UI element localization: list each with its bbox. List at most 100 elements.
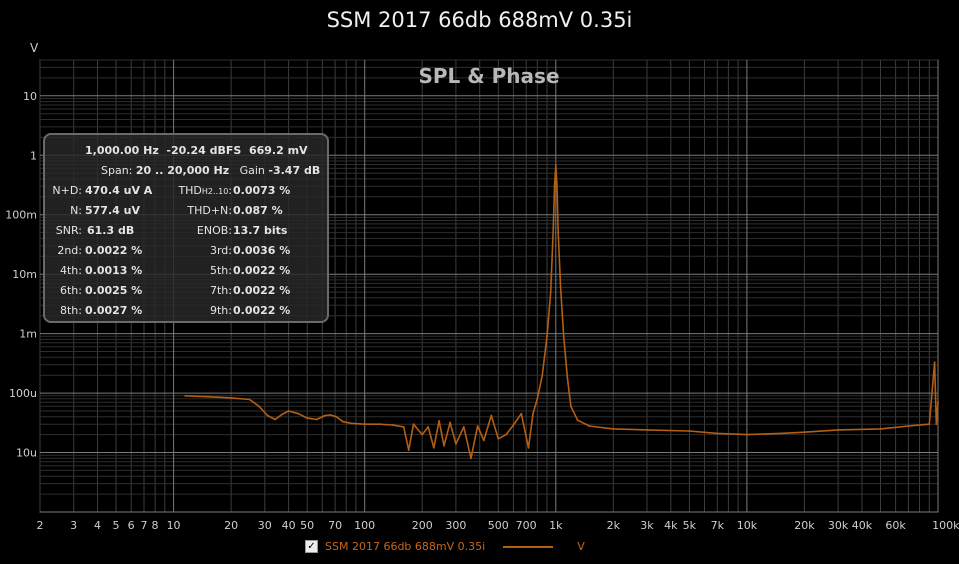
span-gain-row: Span: 20 .. 20,000 Hz Gain -3.47 dB (101, 164, 320, 177)
data-point (449, 421, 451, 424)
data-point (455, 443, 457, 445)
data-point (248, 398, 251, 401)
data-point (562, 335, 565, 338)
enob-label: ENOB: (196, 224, 232, 237)
data-point (803, 431, 806, 434)
thdn-label: THD+N: (187, 204, 232, 217)
data-point (541, 374, 544, 377)
x-tick-label: 700 (516, 519, 537, 532)
gain-value: -3.47 dB (268, 164, 321, 177)
h2-label: 2nd: (57, 244, 82, 257)
h3-label: 3rd: (209, 244, 232, 257)
data-point (576, 419, 579, 422)
data-point (536, 397, 539, 400)
enob-value: 13.7 bits (233, 224, 288, 237)
h4-value: 0.0013 % (85, 264, 143, 277)
span-value: 20 .. 20,000 Hz (135, 164, 230, 177)
y-tick-label: 100u (9, 387, 37, 400)
x-tick-label: 100kkHz (932, 519, 959, 532)
data-point (476, 425, 479, 427)
nd-label: N+D: (52, 184, 82, 197)
data-point (937, 401, 939, 404)
h9-value: 0.0022 % (233, 304, 291, 317)
data-point (432, 446, 435, 449)
data-point (462, 426, 465, 428)
measurement-panel[interactable]: 1,000.00 Hz -20.24 dBFS 669.2 mV Span: 2… (43, 133, 329, 323)
x-tick-label: 2 (37, 519, 44, 532)
data-point (391, 424, 394, 426)
data-point (407, 449, 410, 451)
h9-label: 9th: (210, 304, 232, 317)
snr-value: 61.3 dB (87, 224, 135, 237)
data-point (554, 164, 557, 167)
x-tick-label: 30 (258, 519, 272, 532)
measurement-header: 1,000.00 Hz -20.24 dBFS 669.2 mV (85, 144, 308, 157)
data-point (646, 429, 648, 431)
noise-value: 577.4 uV (85, 204, 140, 217)
thd-label-text: THD (178, 184, 202, 197)
data-point (497, 437, 500, 440)
data-point (258, 405, 260, 408)
data-point (907, 425, 910, 427)
series-visibility-checkbox[interactable]: ✓ (305, 540, 318, 553)
x-tick-label: 10k (737, 519, 758, 532)
legend-series-unit: V (577, 540, 585, 553)
h2-value: 0.0022 % (85, 244, 143, 257)
thd-label-colon: : (228, 184, 232, 197)
x-tick-label: 30k (828, 519, 849, 532)
fundamental-voltage: 669.2 mV (248, 144, 308, 157)
x-tick-label: 1k (549, 519, 563, 532)
data-point (520, 412, 523, 415)
data-point (482, 439, 485, 442)
data-point (438, 420, 440, 422)
x-tick-label: 20k (794, 519, 815, 532)
data-point (553, 185, 556, 188)
data-point (588, 425, 591, 427)
data-point (935, 423, 938, 426)
x-tick-label: 10 (167, 519, 181, 532)
data-point (297, 412, 300, 415)
h5-value: 0.0022 % (233, 264, 291, 277)
data-point (342, 420, 344, 423)
y-tick-labels: 10 1 100m 10m 1m 100u 10u (5, 90, 37, 460)
data-point (612, 428, 615, 430)
x-tick-label: 40 (282, 519, 296, 532)
data-point (402, 426, 405, 428)
data-point (206, 395, 209, 398)
x-tick-label: 8 (152, 519, 159, 532)
data-point (281, 413, 284, 416)
y-tick-label: 10u (16, 447, 37, 460)
data-point (230, 397, 233, 399)
data-point (287, 410, 290, 412)
data-point (566, 377, 569, 379)
data-point (879, 428, 882, 430)
legend-series-label: SSM 2017 66db 688mV 0.35i (325, 540, 486, 553)
snr-label: SNR: (55, 224, 82, 237)
fundamental-dbfs: -20.24 dBFS (166, 144, 242, 157)
data-point (527, 446, 530, 449)
h7-value: 0.0022 % (233, 284, 291, 297)
x-tick-label: 4 (94, 519, 101, 532)
x-tick-label: 3 (70, 519, 77, 532)
data-point (350, 422, 353, 425)
data-point (427, 426, 430, 428)
x-tick-label: 20 (224, 519, 238, 532)
data-point (546, 335, 548, 338)
x-tick-label: 5 (113, 519, 120, 532)
data-point (716, 432, 719, 435)
data-point (274, 418, 276, 421)
y-axis-unit-label: V (30, 41, 39, 55)
data-point (556, 185, 558, 188)
thd-label: THDH2..10: (178, 184, 232, 197)
x-tick-label: 100 (354, 519, 375, 532)
y-tick-label: 10m (12, 268, 37, 281)
y-tick-label: 10 (23, 90, 37, 103)
data-point (532, 412, 534, 415)
x-tick-labels: 2 3 4 5 6 7 8 10 20 30 40 50 70 100 200 300 500 700 1k 2k 3k… (37, 519, 959, 532)
chart-title: SPL & Phase (418, 64, 559, 88)
h7-label: 7th: (210, 284, 232, 297)
legend-line-swatch (503, 545, 554, 548)
data-point (505, 433, 508, 436)
data-point (688, 430, 691, 432)
data-point (184, 394, 187, 397)
